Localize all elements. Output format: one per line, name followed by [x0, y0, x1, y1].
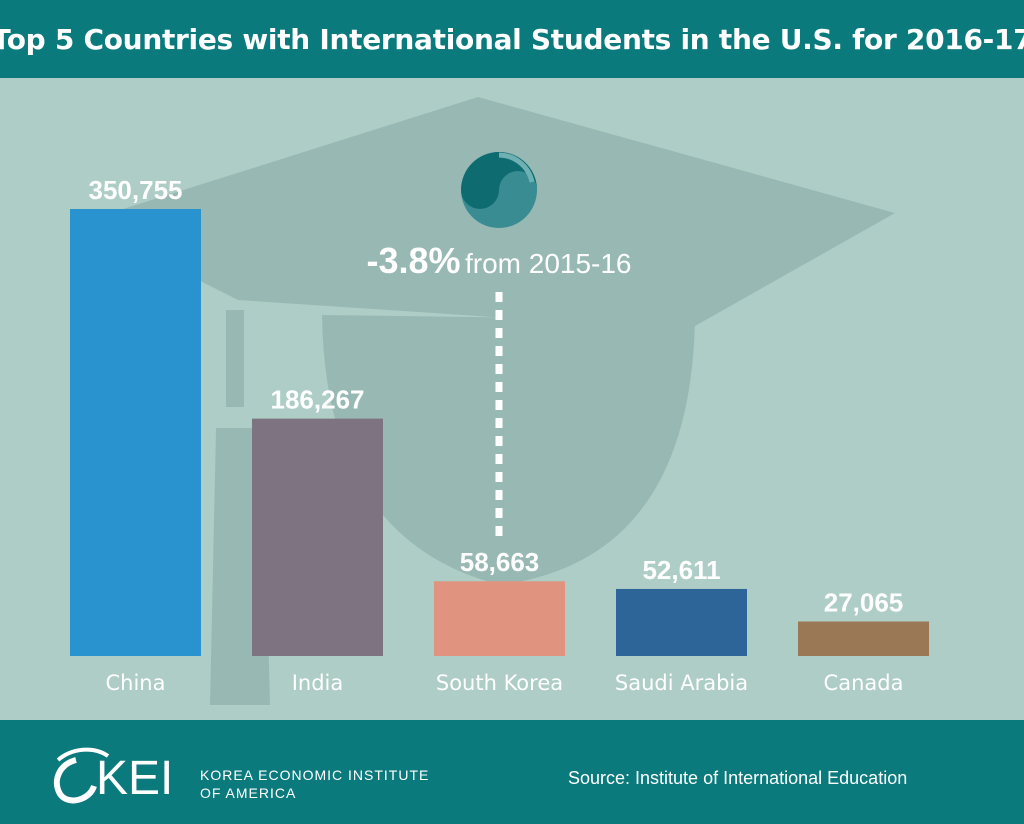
- bar-south-korea: [434, 581, 565, 656]
- footer-bar: KEI KOREA ECONOMIC INSTITUTE OF AMERICA …: [0, 720, 1024, 824]
- bar-saudi-arabia: [616, 588, 747, 656]
- change-percent: -3.8%: [366, 240, 460, 281]
- value-label-saudi-arabia: 52,611: [642, 555, 720, 585]
- category-label-india: India: [292, 671, 344, 695]
- bar-chart: 350,755 186,267 58,663 52,611 27,065 China In…: [70, 97, 929, 705]
- bar-canada: [798, 621, 929, 656]
- category-label-south-korea: South Korea: [436, 671, 563, 695]
- category-label-canada: Canada: [824, 671, 904, 695]
- bar-india: [252, 418, 383, 656]
- category-labels-group: China India South Korea Saudi Arabia Canada: [106, 671, 904, 695]
- category-label-saudi-arabia: Saudi Arabia: [615, 671, 748, 695]
- bar-china: [70, 209, 201, 656]
- bars-group: [70, 209, 929, 656]
- change-period: from 2015-16: [465, 248, 632, 279]
- chart-title: Top 5 Countries with International Stude…: [0, 22, 1024, 56]
- category-label-china: China: [106, 671, 166, 695]
- korea-taeguk-icon: [461, 152, 537, 228]
- value-label-canada: 27,065: [824, 588, 904, 618]
- kei-logo[interactable]: KEI KOREA ECONOMIC INSTITUTE OF AMERICA: [50, 742, 430, 806]
- source-note: Source: Institute of International Educa…: [568, 768, 908, 788]
- cap-tassel-cord: [226, 310, 244, 407]
- logo-acronym: KEI: [96, 752, 174, 805]
- value-label-china: 350,755: [89, 175, 183, 205]
- value-label-south-korea: 58,663: [460, 547, 540, 577]
- value-label-india: 186,267: [271, 385, 365, 415]
- kei-logo-icon: [53, 747, 110, 804]
- change-annotation: -3.8% from 2015-16: [366, 240, 631, 281]
- cap-crown: [322, 315, 695, 585]
- chart-area: 350,755 186,267 58,663 52,611 27,065 China In…: [0, 78, 1024, 720]
- header-bar: Top 5 Countries with International Stude…: [0, 0, 1024, 78]
- logo-line-1: KOREA ECONOMIC INSTITUTE: [200, 767, 430, 783]
- logo-line-2: OF AMERICA: [200, 785, 297, 801]
- logo-text: KOREA ECONOMIC INSTITUTE OF AMERICA: [200, 766, 429, 802]
- value-labels-group: 350,755 186,267 58,663 52,611 27,065: [89, 175, 904, 618]
